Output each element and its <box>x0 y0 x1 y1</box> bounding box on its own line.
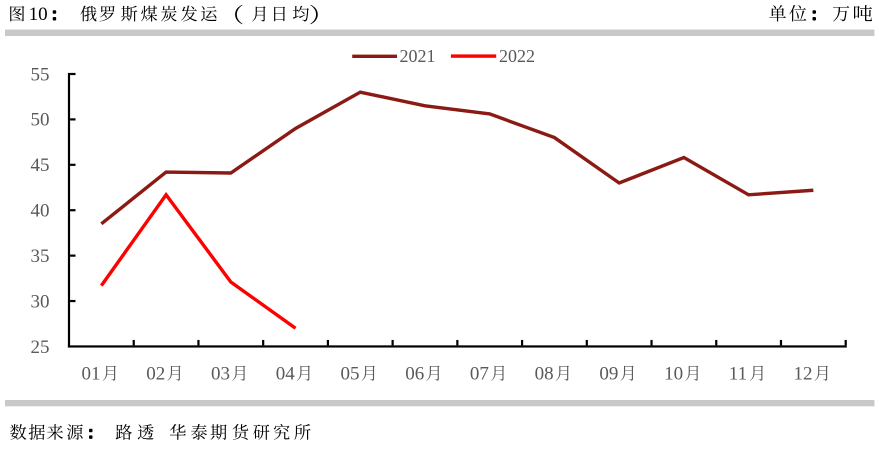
svg-text:08: 08 <box>535 363 554 384</box>
svg-text:25: 25 <box>31 337 50 358</box>
svg-text:09: 09 <box>599 363 618 384</box>
svg-text:35: 35 <box>31 246 50 267</box>
svg-text:40: 40 <box>31 201 50 222</box>
svg-text:11: 11 <box>729 363 747 384</box>
svg-text:03: 03 <box>211 363 230 384</box>
svg-text:30: 30 <box>31 291 50 312</box>
svg-text:45: 45 <box>31 155 50 176</box>
svg-text:01: 01 <box>82 363 101 384</box>
svg-text:55: 55 <box>31 64 50 85</box>
svg-text:12: 12 <box>794 363 813 384</box>
svg-text:10: 10 <box>29 4 48 25</box>
svg-text:2021: 2021 <box>400 46 436 66</box>
svg-text:10: 10 <box>664 363 683 384</box>
svg-text:2022: 2022 <box>499 46 535 66</box>
svg-text:07: 07 <box>470 363 489 384</box>
svg-text:06: 06 <box>405 363 424 384</box>
svg-text:50: 50 <box>31 110 50 131</box>
svg-text:04: 04 <box>276 363 296 384</box>
svg-text:02: 02 <box>146 363 165 384</box>
svg-text:05: 05 <box>340 363 359 384</box>
